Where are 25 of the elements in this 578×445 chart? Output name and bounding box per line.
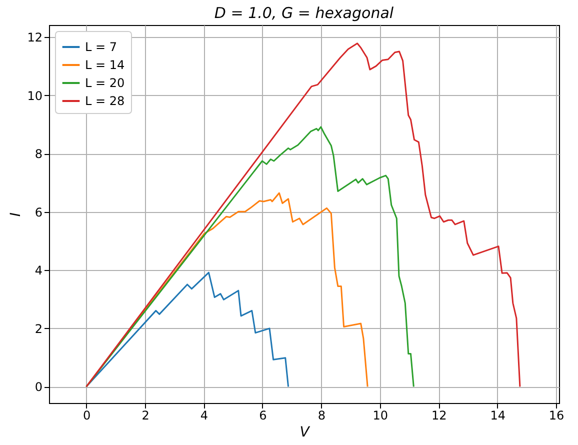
x-tick-label: 16	[548, 408, 564, 422]
x-tick-label: 10	[372, 408, 388, 422]
line-series	[86, 42, 521, 388]
chart-title: D = 1.0, G = hexagonal	[214, 4, 394, 22]
x-tick-label: 14	[490, 408, 506, 422]
x-axis-title: V	[300, 424, 311, 440]
y-tick-label: 8	[34, 147, 42, 162]
legend-label: L = 7	[85, 40, 118, 54]
x-tick-label: 4	[200, 408, 208, 422]
y-tick-label: 4	[34, 264, 42, 278]
y-tick-label: 2	[34, 322, 42, 336]
x-tick-label: 8	[318, 408, 326, 422]
x-tick-label: 2	[142, 408, 150, 422]
x-tick-label: 12	[431, 408, 447, 422]
y-axis-title: I	[8, 212, 24, 217]
legend-label: L = 20	[85, 76, 125, 90]
x-tick-label: 0	[82, 408, 91, 422]
y-tick-label: 6	[34, 205, 42, 220]
y-tick-label: 10	[27, 88, 42, 103]
legend-label: L = 28	[85, 94, 125, 108]
y-tick-label: 12	[27, 30, 42, 45]
legend-label: L = 14	[85, 58, 125, 72]
x-tick-label: 6	[259, 408, 267, 422]
y-tick-label: 0	[34, 380, 42, 394]
line-series	[86, 272, 290, 388]
